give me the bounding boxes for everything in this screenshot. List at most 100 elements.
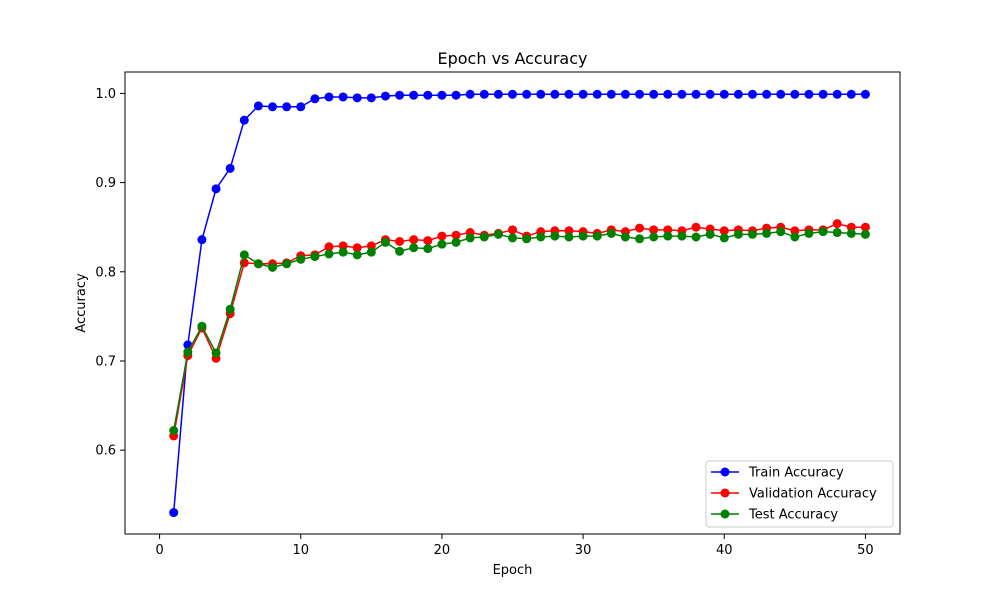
data-point bbox=[451, 237, 461, 247]
legend-entry: Test Accuracy bbox=[711, 508, 838, 523]
data-point bbox=[409, 235, 419, 245]
data-point bbox=[437, 239, 447, 249]
y-tick-label: 0.8 bbox=[95, 265, 116, 280]
data-point bbox=[253, 101, 263, 111]
legend-label: Validation Accuracy bbox=[749, 487, 877, 502]
data-point bbox=[606, 228, 616, 238]
data-point bbox=[663, 89, 673, 99]
data-point bbox=[197, 321, 207, 331]
data-point bbox=[804, 228, 814, 238]
data-point bbox=[846, 89, 856, 99]
legend-marker bbox=[720, 509, 730, 519]
data-point bbox=[508, 89, 517, 99]
data-point bbox=[790, 226, 800, 236]
data-point bbox=[620, 232, 630, 242]
data-point bbox=[635, 89, 645, 99]
x-tick-label: 30 bbox=[575, 543, 592, 558]
data-point bbox=[705, 89, 715, 99]
data-point bbox=[536, 232, 546, 242]
data-point bbox=[635, 234, 645, 244]
data-point bbox=[437, 231, 447, 241]
data-point bbox=[691, 89, 701, 99]
data-point bbox=[479, 89, 489, 99]
y-tick-label: 0.7 bbox=[95, 354, 116, 369]
data-point bbox=[253, 259, 263, 269]
data-point bbox=[225, 304, 235, 314]
data-point bbox=[691, 232, 701, 242]
data-point bbox=[493, 229, 503, 239]
data-point bbox=[465, 233, 475, 243]
data-point bbox=[747, 229, 757, 239]
data-point bbox=[338, 247, 348, 257]
data-point bbox=[818, 89, 828, 99]
data-point bbox=[860, 89, 870, 99]
data-point bbox=[733, 89, 743, 99]
data-point bbox=[790, 232, 800, 242]
data-point bbox=[338, 92, 348, 102]
data-point bbox=[423, 236, 433, 246]
series-0 bbox=[169, 89, 870, 518]
x-tick-label: 0 bbox=[155, 543, 163, 558]
data-point bbox=[508, 233, 517, 243]
data-point bbox=[663, 225, 673, 235]
data-point bbox=[691, 222, 701, 232]
data-point bbox=[423, 244, 433, 254]
data-point bbox=[649, 89, 659, 99]
data-point bbox=[550, 231, 560, 241]
data-point bbox=[550, 89, 560, 99]
data-point bbox=[352, 93, 362, 103]
data-point bbox=[183, 347, 193, 357]
data-point bbox=[818, 227, 828, 237]
legend-entry: Train Accuracy bbox=[711, 466, 844, 481]
data-point bbox=[296, 254, 306, 264]
data-point bbox=[211, 184, 221, 194]
chart-title: Epoch vs Accuracy bbox=[437, 49, 587, 68]
y-axis-label: Accuracy bbox=[74, 273, 89, 333]
data-point bbox=[564, 226, 574, 236]
data-point bbox=[649, 232, 659, 242]
data-point bbox=[719, 226, 729, 236]
data-point bbox=[197, 235, 207, 245]
data-point bbox=[846, 222, 856, 232]
data-point bbox=[832, 89, 842, 99]
data-point bbox=[324, 92, 334, 102]
legend-box bbox=[705, 460, 894, 528]
plot-frame bbox=[124, 71, 901, 535]
data-point bbox=[465, 89, 475, 99]
data-point bbox=[846, 228, 856, 238]
data-point bbox=[592, 89, 602, 99]
data-point bbox=[395, 236, 405, 246]
data-point bbox=[677, 89, 687, 99]
data-point bbox=[733, 229, 743, 239]
data-point bbox=[324, 242, 334, 252]
data-point bbox=[282, 102, 292, 112]
data-point bbox=[268, 102, 278, 112]
data-point bbox=[536, 89, 546, 99]
data-point bbox=[296, 102, 306, 112]
data-point bbox=[380, 237, 390, 247]
data-point bbox=[522, 234, 532, 244]
data-point bbox=[762, 228, 772, 238]
data-point bbox=[804, 89, 814, 99]
data-point bbox=[705, 229, 715, 239]
series-2 bbox=[169, 227, 870, 436]
axes-group: 0 10 20 30 40 50 0.6 0.7 0.8 0.9 1.0 bbox=[95, 71, 901, 558]
data-point bbox=[338, 241, 348, 251]
legend-label: Test Accuracy bbox=[748, 508, 838, 523]
data-point bbox=[790, 89, 800, 99]
data-point bbox=[522, 89, 532, 99]
data-point bbox=[380, 91, 390, 101]
legend: Train Accuracy Validation Accuracy Test Ac… bbox=[705, 460, 894, 528]
data-point bbox=[860, 222, 870, 232]
data-point bbox=[366, 247, 376, 257]
data-point bbox=[564, 232, 574, 242]
x-tick-label: 10 bbox=[292, 543, 309, 558]
data-point bbox=[663, 231, 673, 241]
y-tick-label: 1.0 bbox=[95, 87, 116, 102]
data-point bbox=[719, 89, 729, 99]
data-point bbox=[437, 90, 447, 100]
data-point bbox=[677, 231, 687, 241]
data-point bbox=[451, 230, 461, 240]
data-point bbox=[564, 89, 574, 99]
